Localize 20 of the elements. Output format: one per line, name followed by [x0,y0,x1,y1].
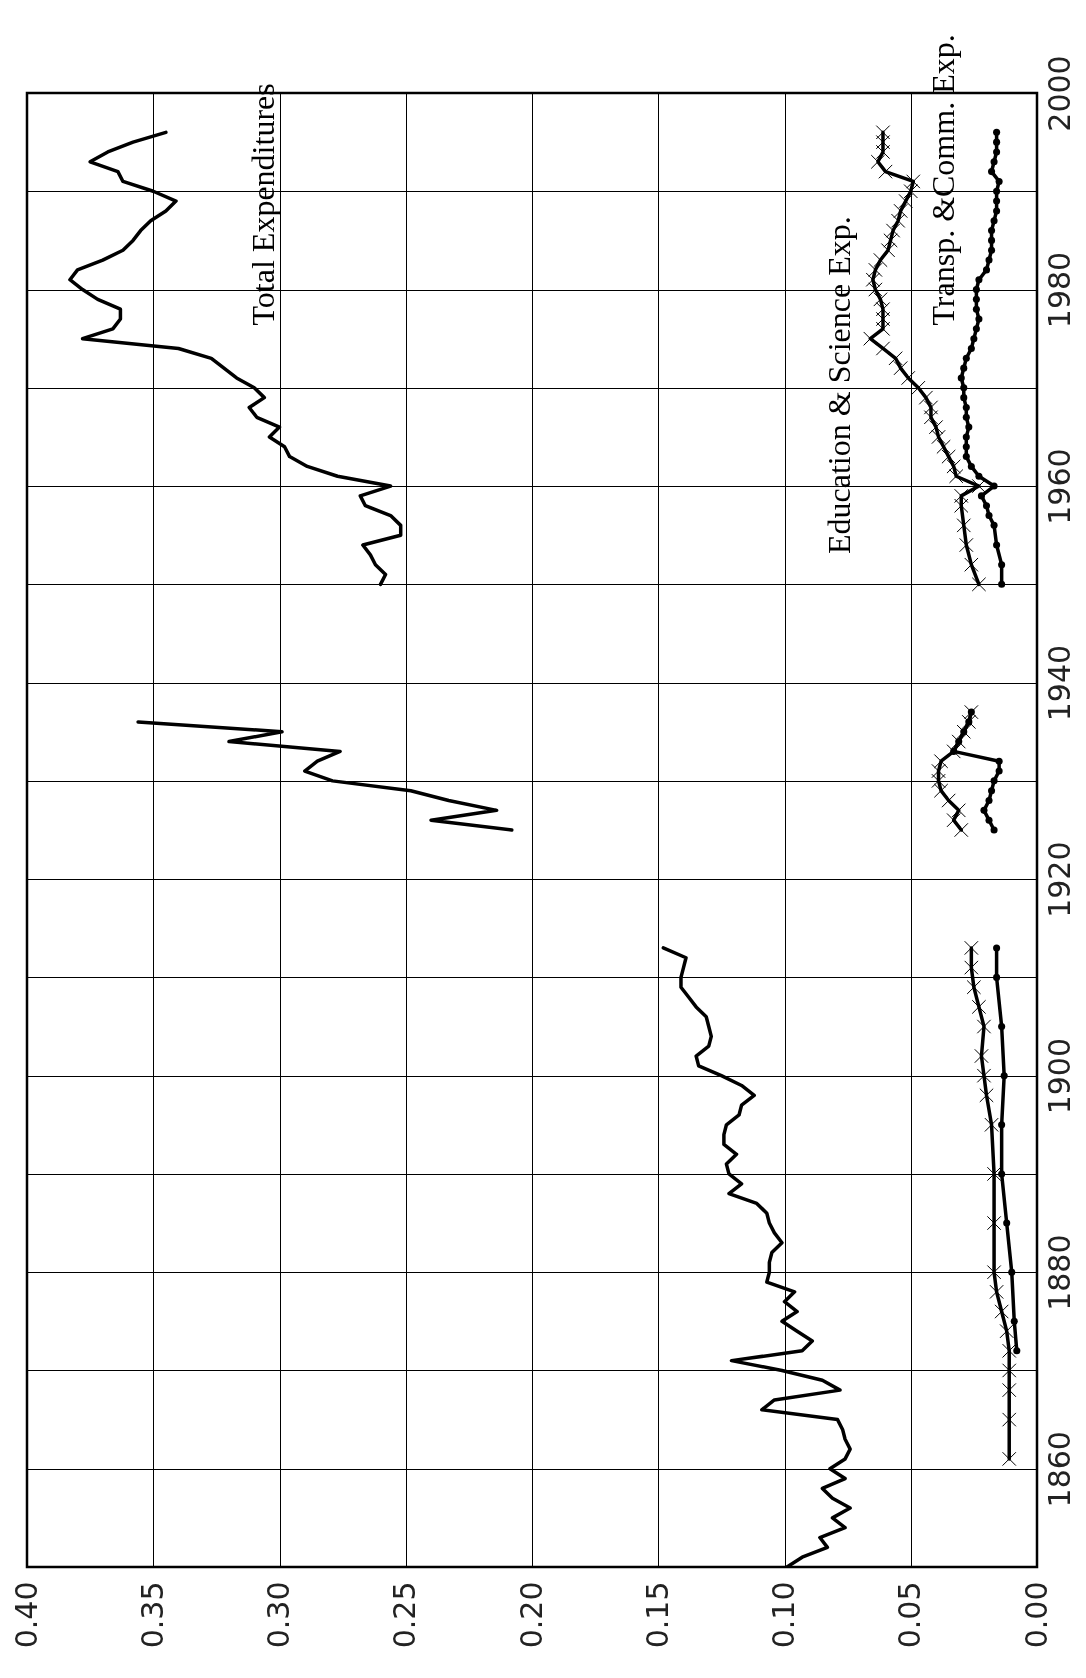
x-tick-label: 0.40 [8,1581,44,1649]
y-tick-label: 1940 [1041,644,1077,722]
y-tick-label: 1900 [1041,1037,1077,1115]
text: Total Expenditures [244,83,281,326]
y-tick-label: 1880 [1041,1234,1077,1311]
x-tick-label: 0.10 [766,1581,801,1649]
text: Transp. &Comm. Exp. [924,34,961,326]
x-tick-label: 0.30 [261,1581,296,1649]
x-tick-label: 0.25 [387,1581,423,1649]
text: Education & Science Exp. [820,216,857,554]
y-tick-label: 1960 [1041,448,1077,525]
y-tick-label: 2000 [1041,55,1077,132]
x-tick-label: 0.20 [513,1581,549,1649]
x-tick-label: 0.00 [1018,1581,1054,1649]
x-tick-label: 0.05 [892,1581,928,1649]
y-tick-label: 1980 [1041,251,1077,329]
y-tick-label: 1860 [1041,1431,1077,1508]
x-tick-label: 0.35 [134,1581,170,1649]
x-tick-label: 0.15 [639,1581,675,1649]
y-tick-label: 1920 [1041,841,1077,918]
